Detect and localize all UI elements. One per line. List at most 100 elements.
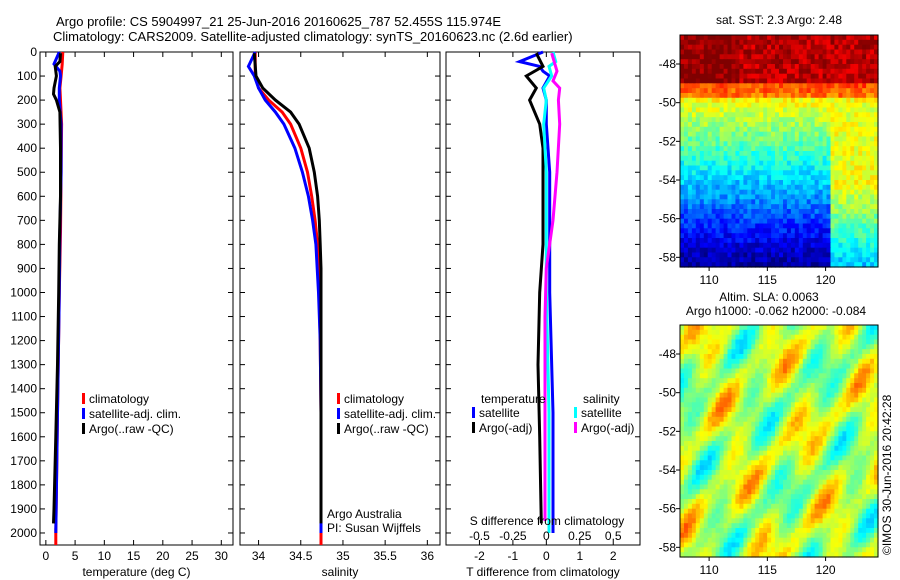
map-cell [798,83,804,89]
map-cell [735,151,740,157]
map-cell [786,499,792,505]
map-cell [723,141,729,147]
x-tick-label: 35.5 [373,549,397,563]
map-cell [684,494,689,500]
map-cell [707,503,713,510]
map-cell [783,416,788,423]
map-cell [850,494,855,500]
map-cell [687,189,693,196]
map-cell [763,528,768,534]
map-cell [771,136,776,142]
map-cell [735,349,740,355]
map-cell [814,184,820,191]
map-cell [779,54,784,60]
map-cell [735,131,740,138]
map-cell [695,547,701,553]
map-cell [715,455,721,461]
map-cell [826,479,832,486]
map-cell [755,479,760,486]
map-cell [751,368,756,374]
map-cell [699,73,705,80]
map-cell [747,117,752,123]
map-cell [802,199,808,205]
map-cell [783,184,788,191]
map-cell [711,189,717,196]
map-cell [759,542,764,548]
map-cell [783,131,788,138]
map-cell [751,455,756,461]
map-cell [771,339,776,345]
map-cell [850,228,855,234]
map-cell [834,528,839,534]
map-cell [691,189,697,196]
map-cell [771,421,776,428]
map-cell [786,450,792,457]
map-cell [747,455,752,461]
map-cell [798,160,804,167]
map-cell [735,107,740,113]
map-cell [715,431,721,437]
map-cell [719,170,725,176]
map-cell [739,513,744,519]
map-cell [862,537,867,544]
map-cell [687,537,693,544]
map-cell [735,368,740,374]
map-cell [830,64,836,70]
map-cell [870,44,875,51]
map-cell [759,378,764,384]
map-cell [695,465,701,471]
map-cell [806,392,812,399]
map-cell [850,170,855,176]
map-cell [854,209,859,215]
map-cell [691,184,697,191]
map-cell [715,407,721,413]
map-cell [790,238,796,244]
map-cell [818,209,824,215]
map-cell [838,73,843,80]
map-cell [759,508,764,515]
map-cell [775,397,780,403]
map-cell [798,262,804,268]
map-cell [830,131,836,138]
map-cell [834,470,839,476]
map-cell [711,373,717,379]
map-cell [751,407,756,413]
map-cell [707,339,713,345]
map-cell [747,252,752,258]
map-cell [794,189,800,196]
map-cell [731,213,737,220]
map-cell [874,503,879,510]
map-cell [779,421,784,428]
map-cell [850,421,855,428]
map-cell [858,78,863,84]
map-cell [691,503,697,510]
map-cell [822,122,828,128]
map-cell [763,136,768,142]
map-cell [775,233,780,239]
map-cell [703,499,709,505]
map-cell [684,78,689,84]
map-cell [691,160,697,167]
map-cell [858,368,863,374]
map-cell [806,474,812,481]
map-cell [814,484,820,490]
map-cell [786,407,792,413]
map-cell [695,542,701,548]
y-tick-label: -58 [659,250,677,264]
map-cell [842,339,847,345]
map-cell [719,131,725,138]
map-cell [810,59,816,65]
map-cell [818,204,824,210]
map-cell [703,213,709,220]
map-cell [775,39,780,46]
map-cell [751,252,756,258]
map-cell [862,518,867,524]
map-cell [739,508,744,515]
map-cell [874,83,879,89]
map-cell [810,78,816,84]
map-cell [822,528,828,534]
map-cell [818,363,824,370]
map-cell [810,445,816,452]
map-cell [735,88,740,94]
map-cell [842,122,847,128]
